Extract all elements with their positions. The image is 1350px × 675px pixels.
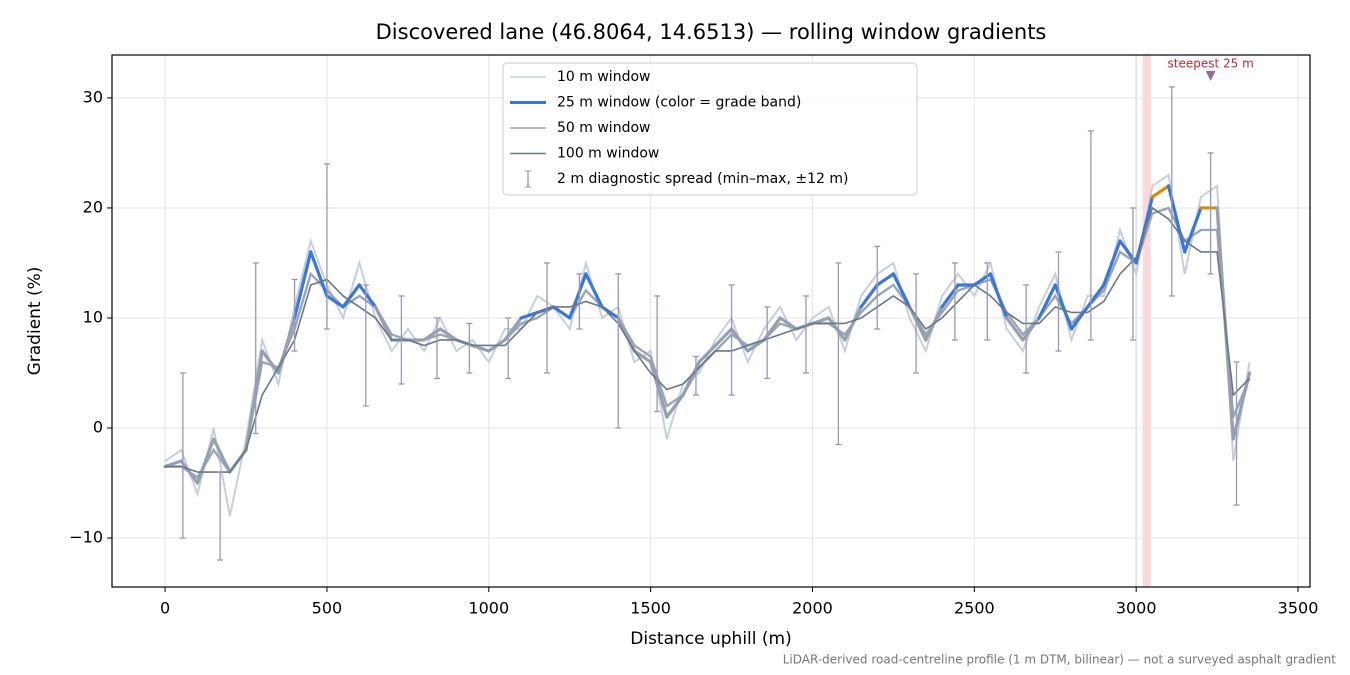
footnote: LiDAR-derived road-centreline profile (1… xyxy=(783,653,1337,667)
series-segment xyxy=(195,437,216,485)
x-tick-label: 3000 xyxy=(1116,599,1157,618)
series-segment xyxy=(632,349,653,364)
series-segment xyxy=(891,272,912,309)
series-segment xyxy=(681,360,701,397)
series-segment xyxy=(244,349,264,452)
series-segment xyxy=(729,327,750,353)
series-segment xyxy=(357,283,378,309)
x-tick-label: 2500 xyxy=(954,599,995,618)
series-segment xyxy=(665,393,685,419)
series-segment xyxy=(1150,184,1171,199)
x-axis-label: Distance uphill (m) xyxy=(630,629,791,649)
series-line xyxy=(164,173,1251,517)
series-segment xyxy=(1069,305,1090,331)
series-segment xyxy=(810,316,831,326)
series-segment xyxy=(309,250,329,298)
plot-frame xyxy=(111,54,1311,588)
highlight-span xyxy=(1142,55,1151,587)
legend-label: 25 m window (color = grade band) xyxy=(557,95,801,111)
y-axis-label: Gradient (%) xyxy=(25,267,45,376)
series-segment xyxy=(1183,206,1203,254)
series-segment xyxy=(1102,239,1122,287)
series-segment xyxy=(568,272,588,320)
series-segment xyxy=(325,294,345,309)
series-segment xyxy=(697,343,717,364)
series-segment xyxy=(713,327,734,348)
series-segment xyxy=(843,305,863,342)
x-tick-label: 1000 xyxy=(468,599,509,618)
series-segment xyxy=(875,272,896,287)
legend-label: 50 m window xyxy=(557,120,650,136)
legend-label: 10 m window xyxy=(557,69,650,85)
y-tick-label: −10 xyxy=(69,528,103,547)
series-segment xyxy=(212,437,232,474)
legend-label: 2 m diagnostic spread (min–max, ±12 m) xyxy=(557,171,848,187)
legend-label: 100 m window xyxy=(557,146,659,162)
x-tick-label: 500 xyxy=(312,599,343,618)
series-segment xyxy=(1166,184,1187,254)
x-tick-label: 1500 xyxy=(630,599,671,618)
series-segment xyxy=(292,250,313,320)
series-segment xyxy=(341,283,361,309)
y-tick-label: 10 xyxy=(83,307,103,326)
series-segment xyxy=(163,459,183,469)
series-segment xyxy=(746,338,766,353)
series-segment xyxy=(778,316,798,331)
series-segment xyxy=(1005,316,1025,342)
y-tick-label: 30 xyxy=(83,87,103,106)
series-segment xyxy=(551,305,572,320)
legend-box xyxy=(502,62,918,196)
series-segment xyxy=(438,327,459,342)
series-segment xyxy=(1134,195,1154,265)
series-segment xyxy=(859,283,879,309)
series-segment xyxy=(1037,283,1057,320)
x-tick-label: 3500 xyxy=(1278,599,1319,618)
series-segment xyxy=(470,343,491,353)
series-line xyxy=(165,206,1251,473)
series-segment xyxy=(827,316,847,342)
series-segment xyxy=(260,349,280,375)
y-tick-label: 0 xyxy=(93,418,103,437)
series-line xyxy=(165,206,1251,480)
x-tick-label: 0 xyxy=(160,599,170,618)
steepest-marker xyxy=(1205,70,1216,81)
series-segment xyxy=(373,305,394,342)
series-segment xyxy=(1231,371,1252,441)
series-segment xyxy=(519,310,539,320)
series-segment xyxy=(584,272,604,309)
series-segment xyxy=(1021,316,1041,342)
legend: 10 m window 25 m window (color = grade ba… xyxy=(502,62,918,196)
steepest-label: steepest 25 m xyxy=(1167,56,1253,70)
series-segment xyxy=(907,305,928,342)
x-tick-label: 2000 xyxy=(792,599,833,618)
series-segment xyxy=(649,360,669,419)
chart-title: Discovered lane (46.8064, 14.6513) — rol… xyxy=(376,20,1047,44)
series-segment xyxy=(179,459,200,485)
series-segment xyxy=(988,272,1009,320)
y-tick-label: 20 xyxy=(83,197,103,216)
